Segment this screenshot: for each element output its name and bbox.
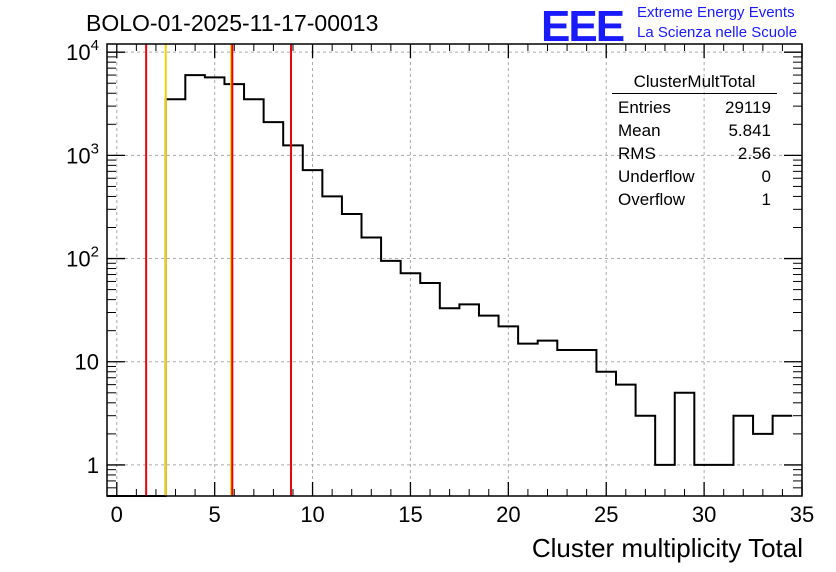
- stats-box-title: ClusterMultTotal: [612, 72, 777, 94]
- histogram-line: [107, 74, 793, 497]
- eee-logo: EEE: [541, 2, 625, 51]
- y-tick-label: 103: [66, 140, 99, 168]
- y-tick-label: 10: [75, 350, 99, 375]
- x-tick-label: 30: [692, 502, 716, 527]
- stats-value: 5.841: [728, 121, 771, 140]
- y-tick-label: 102: [66, 244, 99, 272]
- stats-box: ClusterMultTotal Entries 29119 Mean 5.84…: [612, 72, 777, 211]
- stats-row-overflow: Overflow 1: [612, 188, 777, 211]
- stats-label: Mean: [618, 121, 661, 140]
- stats-value: 29119: [724, 98, 771, 117]
- stats-label: Overflow: [618, 190, 686, 209]
- logo-line-1: Extreme Energy Events: [637, 4, 795, 21]
- x-tick-label: 20: [496, 502, 520, 527]
- x-tick-label: 15: [398, 502, 422, 527]
- x-tick-label: 10: [300, 502, 324, 527]
- stats-label: Entries: [618, 98, 671, 117]
- stats-label: RMS: [618, 144, 656, 163]
- y-tick-label: 104: [66, 37, 99, 65]
- stats-value: 0: [761, 167, 771, 186]
- stats-value: 1: [761, 190, 771, 209]
- x-tick-label: 35: [790, 502, 814, 527]
- stats-row-rms: RMS 2.56: [612, 142, 777, 165]
- logo-line-2: La Scienza nelle Scuole: [637, 24, 798, 41]
- x-tick-label: 0: [111, 502, 123, 527]
- plot-frame: [106, 43, 803, 497]
- chart-title: BOLO-01-2025-11-17-00013: [86, 10, 379, 36]
- x-tick-label: 25: [594, 502, 618, 527]
- x-tick-label: 5: [209, 502, 221, 527]
- stats-label: Underflow: [618, 167, 695, 186]
- y-tick-label: 1: [87, 453, 99, 478]
- stats-row-mean: Mean 5.841: [612, 119, 777, 142]
- stats-row-entries: Entries 29119: [612, 96, 777, 119]
- stats-value: 2.56: [737, 144, 771, 163]
- stats-row-underflow: Underflow 0: [612, 165, 777, 188]
- x-axis-title: Cluster multiplicity Total: [531, 533, 803, 563]
